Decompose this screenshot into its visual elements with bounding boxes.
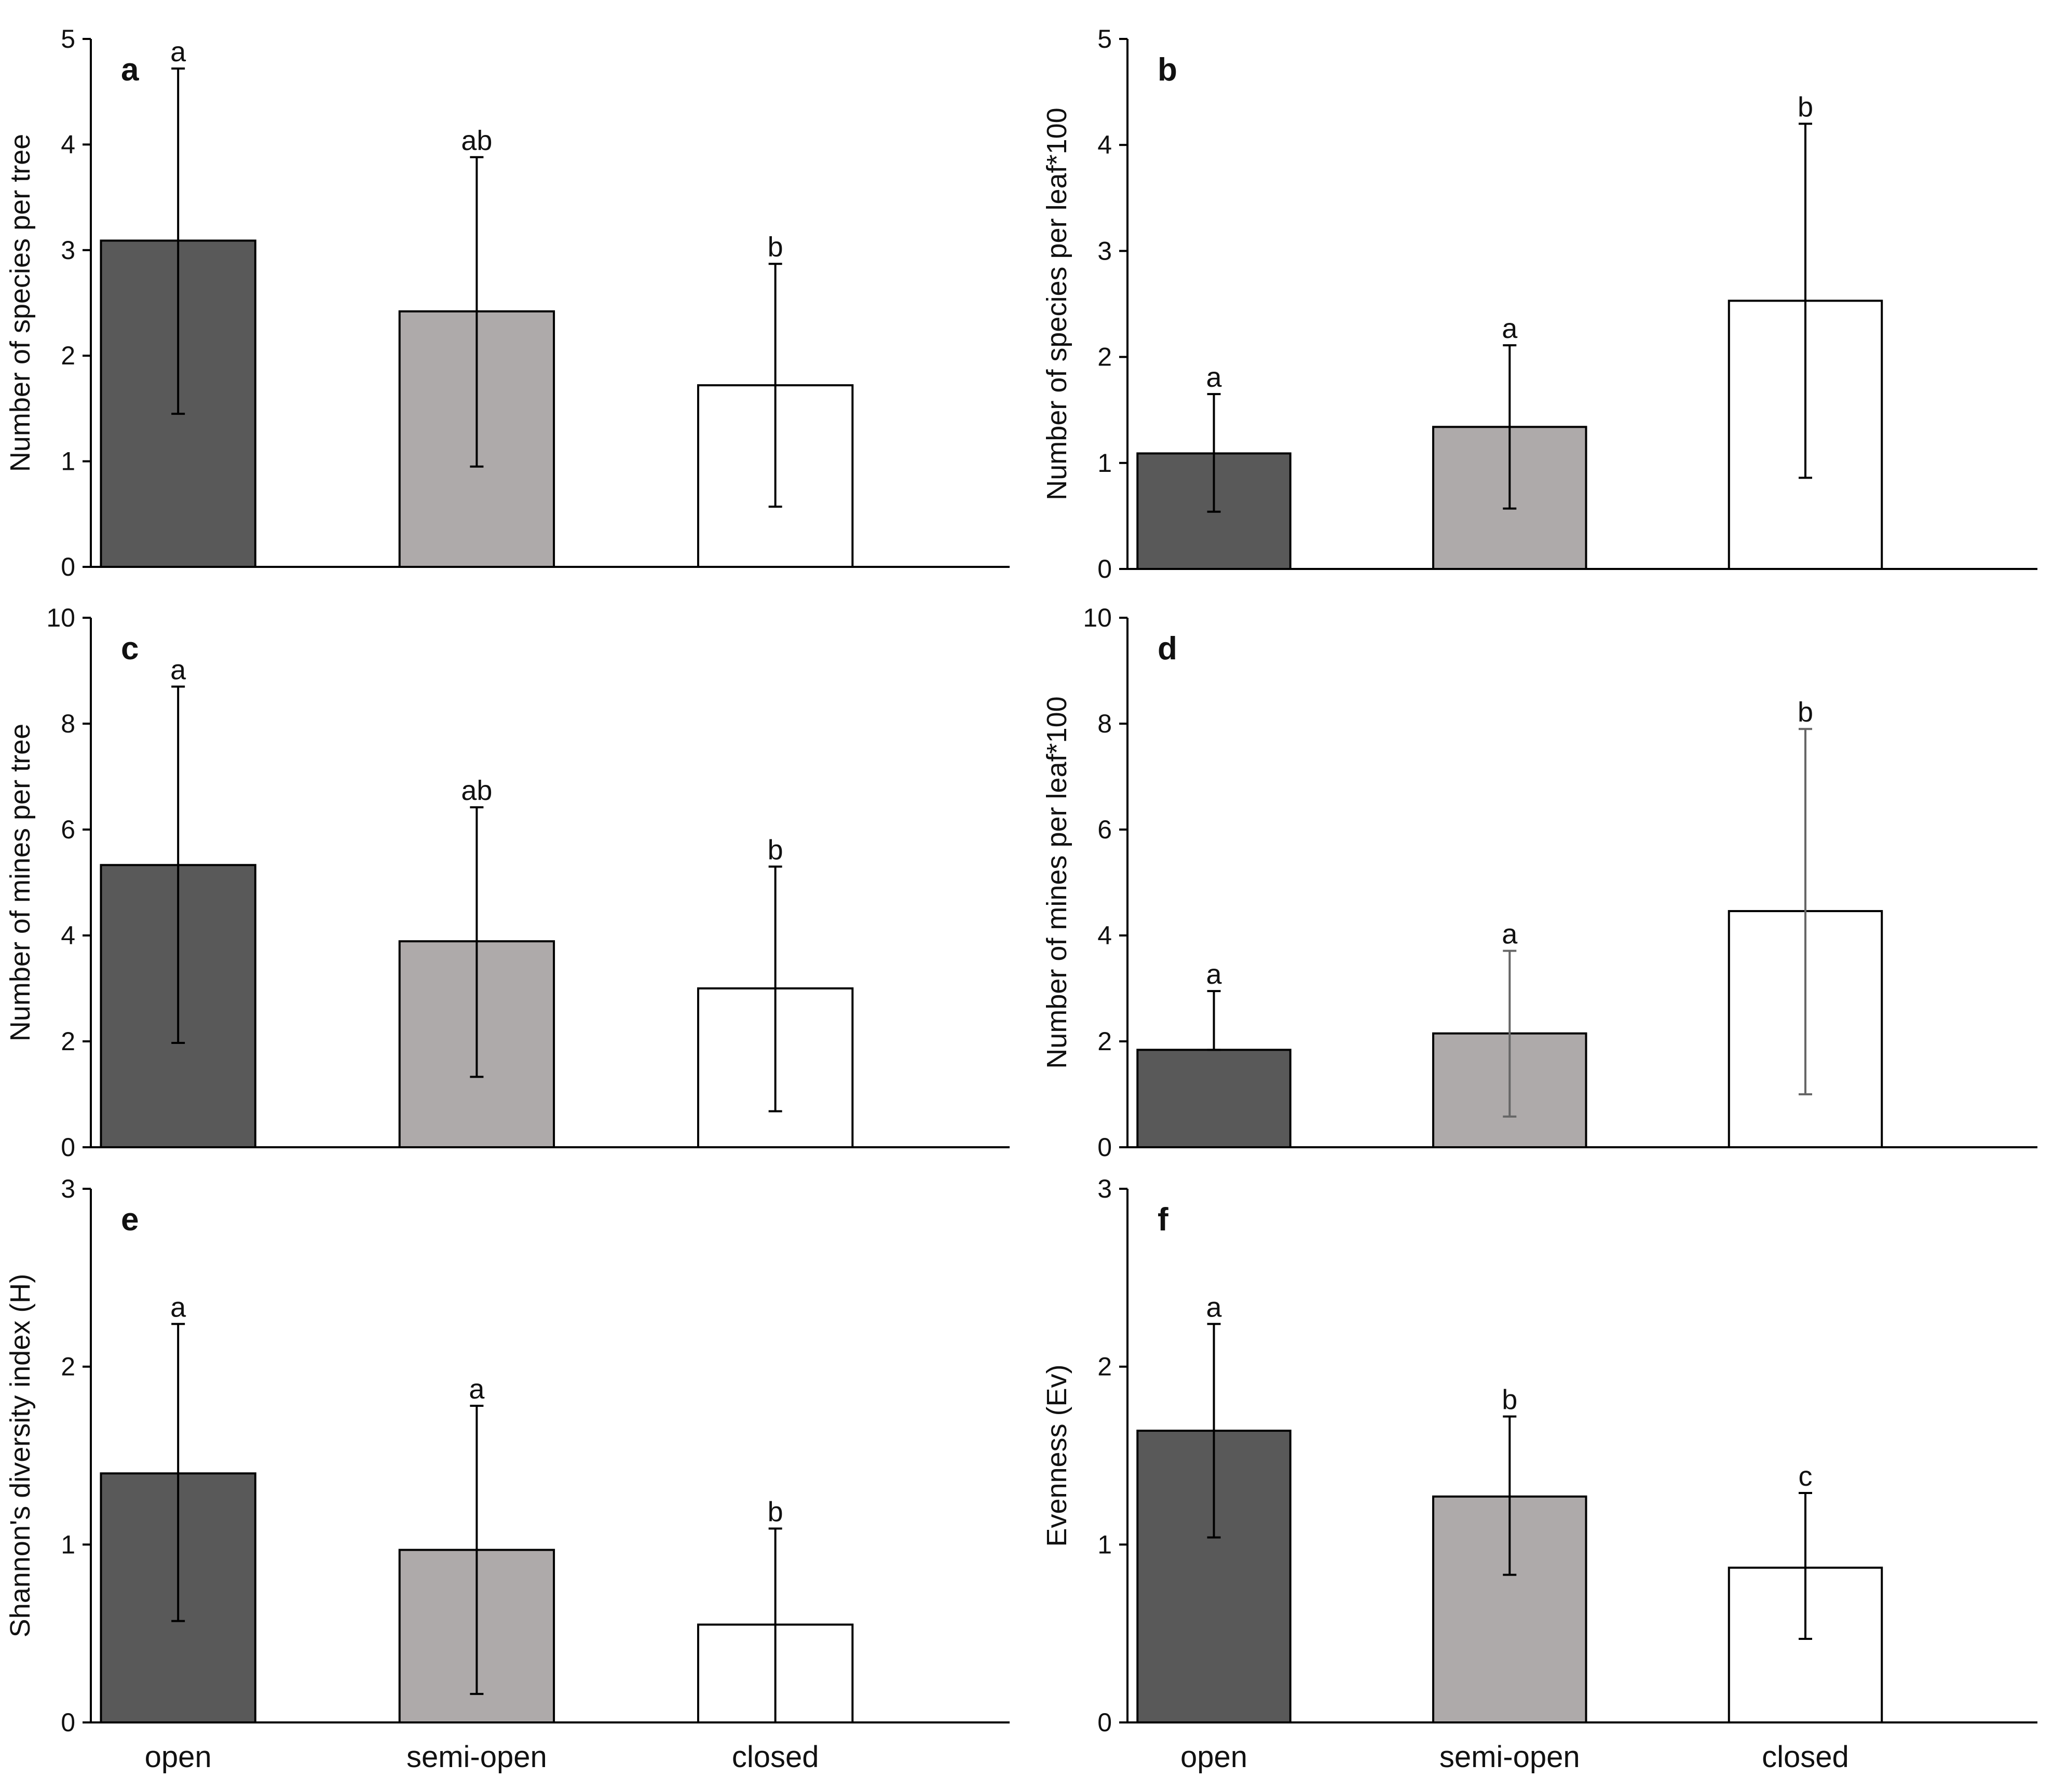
- error-bar-open: [171, 685, 185, 1044]
- error-bar-semi-open: [1503, 949, 1517, 1118]
- y-tick-label: 5: [1097, 24, 1112, 53]
- significance-label: a: [1502, 919, 1518, 950]
- significance-label: b: [1502, 1384, 1517, 1416]
- bar-open: [1136, 1049, 1291, 1148]
- significance-label: a: [1206, 1292, 1222, 1323]
- significance-label: a: [469, 1374, 485, 1405]
- significance-label: a: [1206, 362, 1222, 393]
- y-tick-label: 3: [1097, 1174, 1112, 1203]
- error-bar-semi-open: [470, 806, 484, 1078]
- significance-label: ab: [461, 775, 492, 806]
- error-bar-closed: [1798, 728, 1812, 1095]
- significance-label: a: [170, 655, 186, 686]
- y-axis-title: Number of species per leaf*100: [1041, 107, 1072, 500]
- error-bar-open: [171, 67, 185, 415]
- error-bar-closed: [1798, 1491, 1812, 1640]
- x-category-label: open: [145, 1740, 212, 1774]
- y-tick-label: 0: [1097, 554, 1112, 583]
- significance-label: a: [170, 1292, 186, 1323]
- panel-letter: c: [121, 631, 139, 667]
- panel-c: 0 2 4 6 8 10 a ab b c Number of mines per tree: [5, 603, 1010, 1162]
- error-bar-open: [1207, 393, 1221, 513]
- y-tick-label: 1: [1097, 1530, 1112, 1559]
- y-tick-label: 2: [1097, 343, 1112, 372]
- panel-letter: b: [1158, 52, 1177, 88]
- significance-label: b: [768, 232, 783, 263]
- panel-letter: d: [1158, 631, 1177, 667]
- error-bar-closed: [768, 263, 782, 508]
- y-axis-title: Number of mines per tree: [5, 724, 36, 1041]
- error-bar-open: [1207, 1323, 1221, 1539]
- y-tick-label: 2: [61, 1027, 75, 1056]
- significance-label: b: [1798, 697, 1813, 728]
- y-tick-label: 0: [61, 1133, 75, 1162]
- y-axis-title: Number of mines per leaf*100: [1041, 696, 1072, 1068]
- y-tick-label: 3: [61, 236, 75, 265]
- y-tick-label: 3: [61, 1174, 75, 1203]
- x-category-label: semi-open: [406, 1740, 547, 1774]
- significance-label: b: [1798, 91, 1813, 123]
- panel-d: 0 2 4 6 8 10 a a b d Number of mines per leaf*100: [1041, 603, 2037, 1162]
- panel-letter: a: [121, 52, 139, 88]
- panel-e: 0 1 2 3 a open a semi-open b closed e Shannon's div…: [5, 1174, 1010, 1774]
- y-axis-title: Number of species per tree: [5, 134, 36, 472]
- y-tick-label: 10: [1083, 603, 1112, 632]
- error-bar-semi-open: [1503, 344, 1517, 510]
- error-bar-open: [171, 1323, 185, 1622]
- x-category-label: semi-open: [1439, 1740, 1580, 1774]
- y-tick-label: 4: [1097, 921, 1112, 950]
- error-bar-open: [1207, 990, 1221, 1051]
- panel-a: 0 1 2 3 4 5 a ab b a Number of species per tree: [5, 24, 1010, 581]
- y-tick-label: 0: [61, 1708, 75, 1737]
- significance-label: a: [170, 36, 186, 67]
- y-tick-label: 0: [1097, 1708, 1112, 1737]
- x-category-label: open: [1180, 1740, 1247, 1774]
- panel-letter: f: [1158, 1202, 1168, 1238]
- significance-label: c: [1798, 1461, 1812, 1492]
- error-bar-semi-open: [1503, 1415, 1517, 1576]
- y-tick-label: 3: [1097, 236, 1112, 265]
- y-axis-title: Evenness (Ev): [1041, 1364, 1072, 1546]
- y-tick-label: 10: [46, 603, 75, 632]
- error-bar-closed: [768, 865, 782, 1112]
- significance-label: ab: [461, 125, 492, 156]
- y-tick-label: 4: [1097, 130, 1112, 159]
- y-tick-label: 1: [61, 447, 75, 476]
- y-tick-label: 1: [1097, 449, 1112, 478]
- y-axis-title: Shannon's diversity index (H): [5, 1274, 36, 1638]
- y-tick-label: 4: [61, 921, 75, 950]
- y-tick-label: 6: [61, 815, 75, 844]
- error-bar-semi-open: [470, 1405, 484, 1695]
- y-tick-label: 0: [61, 552, 75, 581]
- y-tick-label: 2: [1097, 1027, 1112, 1056]
- y-tick-label: 4: [61, 130, 75, 159]
- y-tick-label: 1: [61, 1530, 75, 1559]
- x-category-label: closed: [732, 1740, 819, 1774]
- y-tick-label: 2: [1097, 1352, 1112, 1381]
- significance-label: a: [1502, 313, 1518, 344]
- y-tick-label: 2: [61, 1352, 75, 1381]
- y-tick-label: 8: [1097, 709, 1112, 738]
- significance-label: b: [768, 834, 783, 865]
- significance-label: b: [768, 1496, 783, 1527]
- panel-letter: e: [121, 1202, 139, 1238]
- y-tick-label: 5: [61, 24, 75, 53]
- y-tick-label: 6: [1097, 815, 1112, 844]
- error-bar-semi-open: [470, 156, 484, 468]
- significance-label: a: [1206, 959, 1222, 990]
- y-tick-label: 0: [1097, 1133, 1112, 1162]
- panel-f: 0 1 2 3 a open b semi-open c closed f Evenness (Ev): [1041, 1174, 2037, 1774]
- y-tick-label: 8: [61, 709, 75, 738]
- x-category-label: closed: [1762, 1740, 1849, 1774]
- y-tick-label: 2: [61, 341, 75, 370]
- panel-b: 0 1 2 3 4 5 a a b b Number of species per leaf*100: [1041, 24, 2037, 583]
- error-bar-closed: [1798, 123, 1812, 479]
